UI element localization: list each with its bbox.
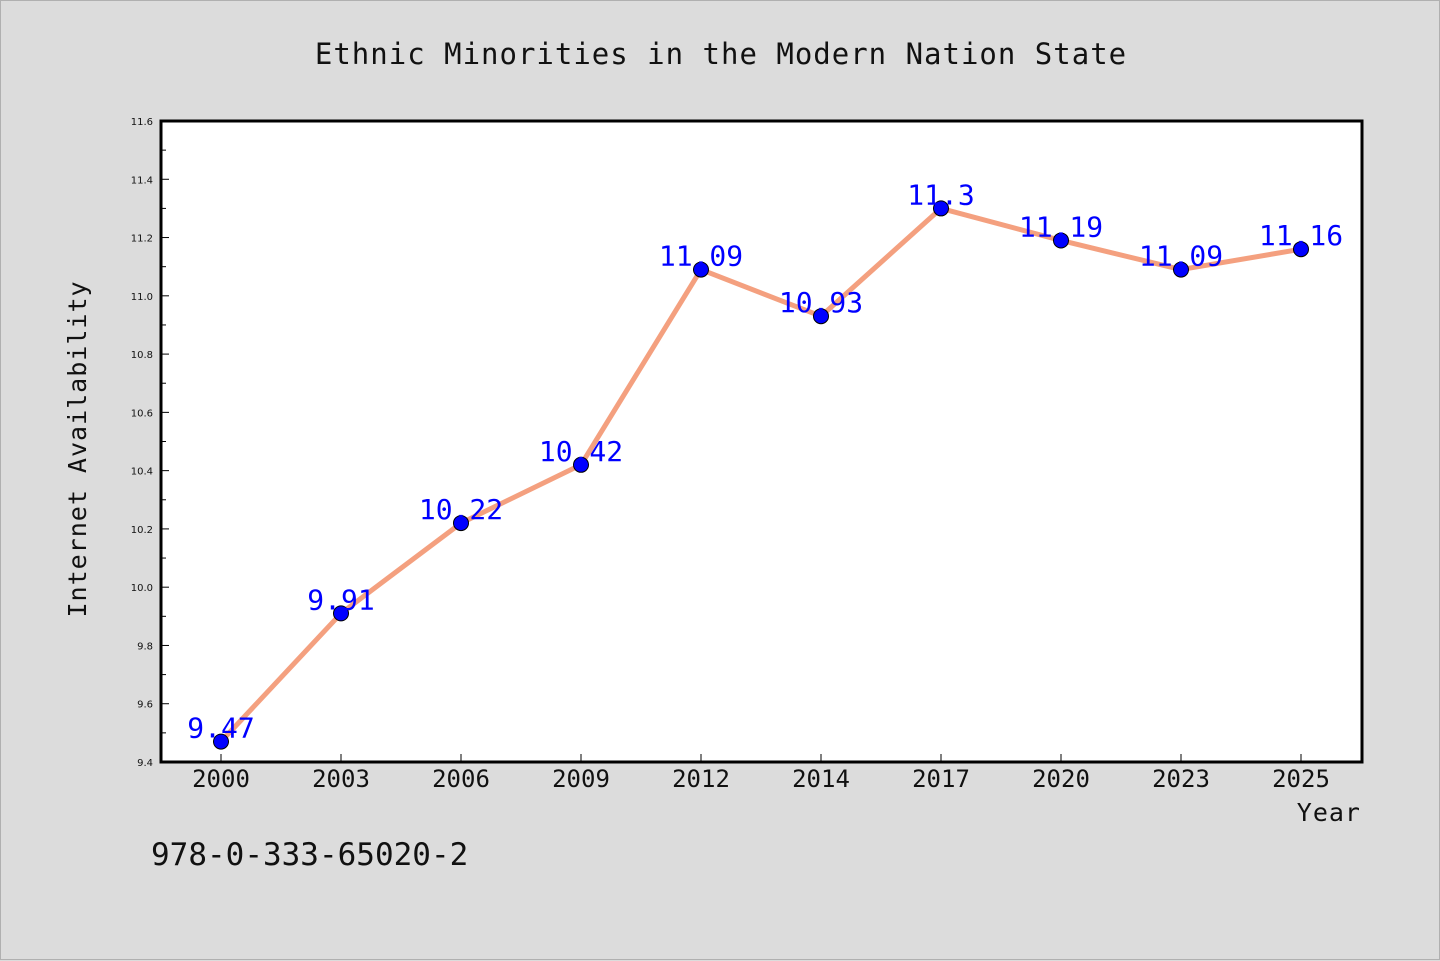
y-axis: 9.4 9.6 9.8 10.0 10.2 10.4 10.6 10.8 11.0 11.2 11.… [131, 117, 169, 769]
data-label: 10.42 [539, 435, 623, 468]
data-point [333, 605, 349, 622]
x-axis-label: Year [1297, 798, 1361, 827]
y-tick-label: 9.6 [137, 700, 153, 711]
x-tick-label: 2009 [552, 765, 610, 793]
series-line [218, 205, 1304, 745]
data-point [813, 308, 829, 325]
y-tick-label: 10.6 [131, 408, 153, 419]
y-tick-label: 10.8 [131, 350, 153, 361]
data-label: 11.09 [1139, 240, 1223, 273]
y-tick-label: 11.2 [131, 234, 153, 245]
data-point [573, 456, 589, 473]
y-tick-label: 9.8 [137, 641, 153, 652]
x-tick-label: 2012 [672, 765, 730, 793]
x-tick-label: 2023 [1152, 765, 1210, 793]
data-label: 9.91 [307, 583, 374, 616]
data-point [933, 200, 949, 217]
x-tick-label: 2020 [1032, 765, 1090, 793]
x-tick-label: 2003 [312, 765, 370, 793]
data-label: 11.09 [659, 240, 743, 273]
y-tick-label: 10.2 [131, 525, 153, 536]
data-label: 11.19 [1019, 210, 1103, 243]
series-group: 9.47 9.91 10.22 10.42 11.09 10.93 11.3 11.19 11.… [187, 178, 1343, 750]
data-point [1293, 241, 1309, 258]
chart-title: Ethnic Minorities in the Modern Nation S… [315, 37, 1127, 71]
data-label: 10.93 [779, 286, 863, 319]
x-axis: 2000 2003 2006 2009 2012 2014 2017 2020 2023 2025 [192, 754, 1330, 793]
data-point [213, 733, 229, 750]
x-tick-label: 2025 [1272, 765, 1330, 793]
x-tick-label: 2006 [432, 765, 490, 793]
data-point [693, 261, 709, 278]
data-label: 11.3 [907, 178, 974, 211]
y-tick-label: 10.0 [131, 583, 153, 594]
data-label: 10.22 [419, 493, 503, 526]
y-tick-label: 11.4 [131, 175, 153, 186]
x-tick-label: 2014 [792, 765, 850, 793]
data-label: 11.16 [1259, 219, 1343, 252]
data-point [1053, 232, 1069, 249]
y-axis-label: Internet Availability [63, 280, 92, 617]
data-label: 9.47 [187, 712, 254, 745]
data-point [1173, 261, 1189, 278]
isbn-label: 978-0-333-65020-2 [151, 837, 468, 873]
y-tick-label: 10.4 [131, 467, 153, 478]
y-tick-label: 9.4 [137, 758, 153, 769]
y-tick-label: 11.0 [131, 292, 153, 303]
x-tick-label: 2000 [192, 765, 250, 793]
plot-area [159, 119, 1364, 764]
data-point [453, 515, 469, 532]
y-tick-label: 11.6 [131, 117, 153, 128]
x-tick-label: 2017 [912, 765, 970, 793]
